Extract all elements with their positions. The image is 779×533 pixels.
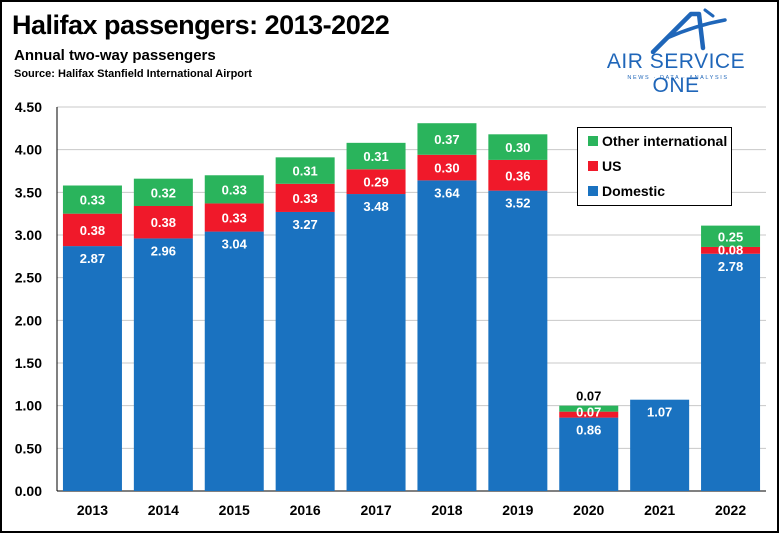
data-label-other-international-2020: 0.07 [576, 389, 601, 404]
airplane-a-logo-icon [650, 8, 727, 54]
data-label-domestic-2017: 3.48 [363, 199, 388, 214]
bar-other-international-2022 [701, 225, 761, 247]
bar-domestic-2014 [133, 238, 193, 491]
bar-domestic-2022 [701, 253, 761, 491]
bar-domestic-2021 [630, 399, 690, 491]
chart-title: Halifax passengers: 2013-2022 [12, 10, 390, 40]
data-label-us-2018: 0.30 [434, 161, 459, 176]
data-label-other-international-2019: 0.30 [505, 140, 530, 155]
data-label-domestic-2014: 2.96 [151, 243, 176, 258]
x-tick-label: 2016 [290, 502, 321, 518]
logo-name: AIR SERVICE ONE [606, 50, 746, 97]
bar-other-international-2015 [204, 175, 264, 204]
y-tick-label: 3.50 [15, 184, 42, 200]
y-tick-label: 1.50 [15, 355, 42, 371]
air-service-one-logo: AIR SERVICE ONE NEWS · DATA · ANALYSIS [585, 8, 771, 97]
data-label-other-international-2017: 0.31 [363, 149, 388, 164]
data-label-us-2013: 0.38 [80, 223, 105, 238]
data-label-other-international-2015: 0.33 [222, 182, 247, 197]
legend-item-us: US [588, 158, 621, 174]
y-tick-label: 4.50 [15, 99, 42, 115]
chart-legend: Other international US Domestic [577, 127, 732, 206]
legend-swatch-us [588, 161, 598, 171]
data-label-domestic-2019: 3.52 [505, 196, 530, 211]
data-label-us-2015: 0.33 [222, 211, 247, 226]
legend-label-us: US [602, 158, 622, 174]
data-label-domestic-2015: 3.04 [222, 237, 248, 252]
bar-domestic-2013 [62, 246, 122, 491]
bar-us-2018 [417, 154, 477, 181]
x-tick-label: 2015 [219, 502, 250, 518]
data-label-us-2016: 0.33 [292, 191, 317, 206]
bar-us-2019 [488, 159, 548, 191]
bar-us-2022 [701, 246, 761, 254]
x-tick-label: 2013 [77, 502, 108, 518]
bar-other-international-2020 [559, 405, 619, 412]
x-tick-label: 2014 [148, 502, 179, 518]
data-label-domestic-2013: 2.87 [80, 251, 105, 266]
data-label-us-2014: 0.38 [151, 215, 176, 230]
bar-domestic-2019 [488, 190, 548, 492]
bar-domestic-2017 [346, 194, 406, 492]
bar-other-international-2017 [346, 142, 406, 170]
legend-item-other-international: Other international [588, 133, 727, 149]
x-tick-label: 2020 [573, 502, 604, 518]
bar-us-2015 [204, 203, 264, 232]
data-label-us-2022: 0.08 [718, 242, 743, 257]
data-label-other-international-2014: 0.32 [151, 185, 176, 200]
legend-label-domestic: Domestic [602, 183, 666, 199]
logo-tagline: NEWS · DATA · ANALYSIS [627, 75, 729, 81]
legend-swatch-domestic [588, 186, 598, 196]
bar-domestic-2016 [275, 211, 335, 491]
x-tick-label: 2022 [715, 502, 746, 518]
y-tick-label: 4.00 [15, 142, 42, 158]
bar-us-2017 [346, 169, 406, 195]
bar-domestic-2018 [417, 180, 477, 492]
data-label-domestic-2016: 3.27 [292, 217, 317, 232]
data-label-domestic-2022: 2.78 [718, 259, 743, 274]
bar-us-2014 [133, 205, 193, 239]
y-tick-label: 2.00 [15, 312, 42, 328]
bar-domestic-2015 [204, 231, 264, 491]
legend-label-other-international: Other international [602, 133, 728, 149]
x-tick-label: 2018 [431, 502, 462, 518]
bar-other-international-2019 [488, 134, 548, 160]
bar-us-2016 [275, 183, 335, 212]
data-label-other-international-2018: 0.37 [434, 132, 459, 147]
x-tick-label: 2019 [502, 502, 533, 518]
chart-source: Source: Halifax Stanfield International … [14, 68, 252, 80]
bar-domestic-2020 [559, 417, 619, 491]
y-tick-label: 3.00 [15, 227, 42, 243]
y-tick-label: 1.00 [15, 398, 42, 414]
data-label-us-2017: 0.29 [363, 175, 388, 190]
data-label-domestic-2021: 1.07 [647, 405, 672, 420]
y-tick-label: 0.50 [15, 440, 42, 456]
data-label-domestic-2018: 3.64 [434, 185, 460, 200]
data-label-other-international-2016: 0.31 [292, 164, 317, 179]
y-tick-label: 2.50 [15, 270, 42, 286]
bar-other-international-2018 [417, 123, 477, 155]
data-label-us-2020: 0.07 [576, 405, 601, 420]
y-tick-label: 0.00 [15, 483, 42, 499]
data-label-other-international-2013: 0.33 [80, 193, 105, 208]
bar-us-2013 [62, 213, 122, 247]
bar-other-international-2014 [133, 178, 193, 206]
legend-swatch-other-international [588, 136, 598, 146]
bar-us-2020 [559, 411, 619, 418]
x-tick-label: 2017 [360, 502, 391, 518]
data-label-other-international-2022: 0.25 [718, 229, 743, 244]
bar-other-international-2013 [62, 185, 122, 214]
x-tick-label: 2021 [644, 502, 675, 518]
data-label-us-2019: 0.36 [505, 168, 530, 183]
data-label-domestic-2020: 0.86 [576, 423, 601, 438]
legend-item-domestic: Domestic [588, 183, 665, 199]
chart-subtitle: Annual two-way passengers [14, 47, 216, 64]
bar-other-international-2016 [275, 157, 335, 184]
